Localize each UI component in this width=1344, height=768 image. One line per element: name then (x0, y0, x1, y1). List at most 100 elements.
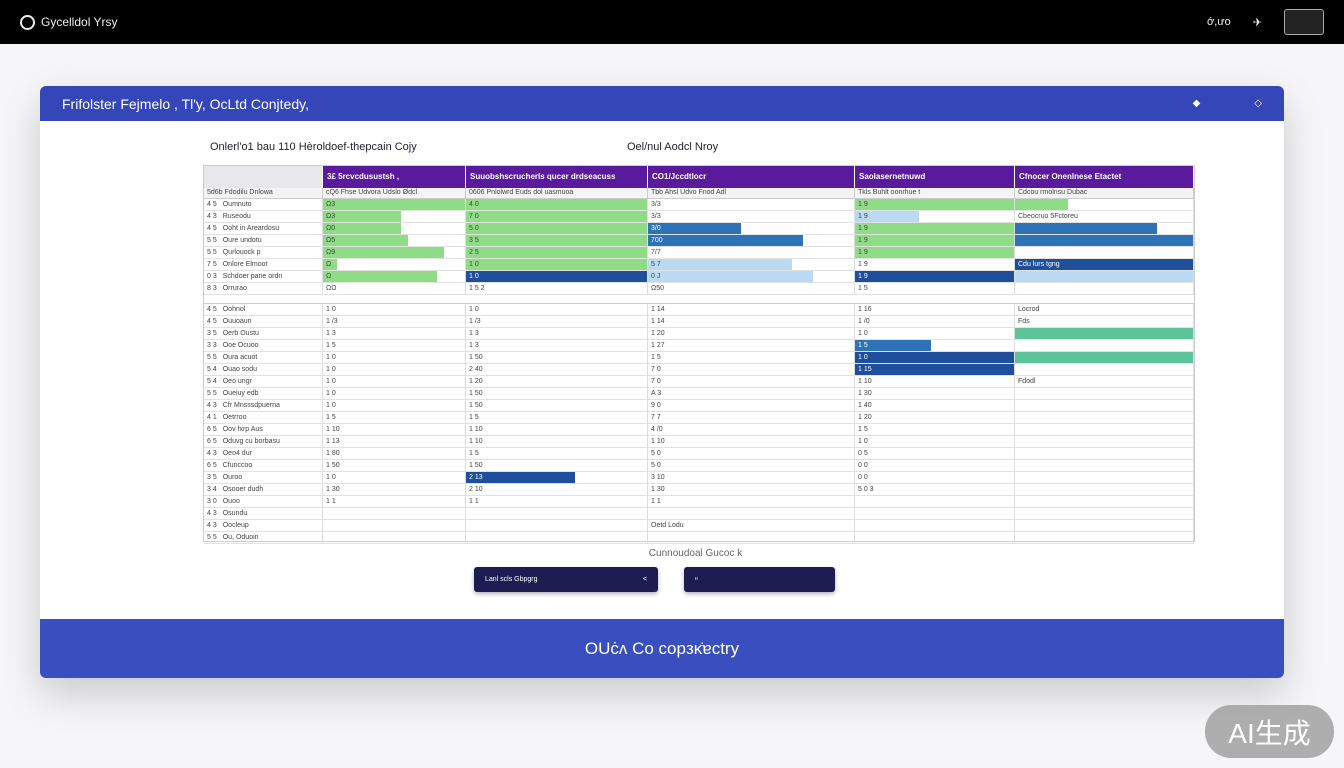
table-row[interactable]: 6 5 Oov fxrp Aus 1 10 1 10 4 /0 1 5 (204, 424, 1194, 436)
row-label-cell: 3 5 Ouroo (204, 472, 323, 483)
value-cell: 1 0 (323, 376, 466, 387)
value-cell: 1 0 (855, 436, 1015, 447)
cell-value: 1 5 2 (469, 285, 485, 292)
cell-value: Ω3 (326, 213, 336, 220)
value-cell: 0 0 (855, 460, 1015, 471)
value-cell (1015, 364, 1194, 375)
cell-value: 1 5 (858, 426, 868, 433)
table-row[interactable]: 3 3 Ooe Ocuoo 1 5 1 3 1 27 1 5 (204, 340, 1194, 352)
value-cell: 2 10 (466, 484, 648, 495)
fill-bar (855, 340, 932, 351)
table-row[interactable]: 8 3 Orrurao ΩΩ 1 5 2 Ω50 1 5 (204, 283, 1194, 295)
table-row[interactable]: 4 5 Oumnuto Ω3 4 0 3/3 1 9 (204, 199, 1194, 211)
cell-value: 7 0 (651, 366, 661, 373)
value-cell: 3/3 (648, 199, 855, 210)
expand-icon[interactable]: ◇ (1254, 98, 1262, 109)
table-row[interactable]: 4 3 Ruseodu Ω3 7 0 3/3 1 9 Cbeocruo 5Fctoreu (204, 211, 1194, 223)
table-row[interactable]: 0 3 Schdoer pane ordn Ω 1 0 0 J 1 9 (204, 271, 1194, 283)
table-row[interactable]: 3 0 Ouoo 1 1 1 1 1 1 (204, 496, 1194, 508)
table-row[interactable]: 5 5 Qurlouock p Ω9 2 5 7/7 1 9 (204, 247, 1194, 259)
table-row[interactable]: 4 3 Osundu (204, 508, 1194, 520)
table-row[interactable]: 7 5 Onlore Elmoot Ω 1 0 5 7 1 9 Cdu lurs tgng (204, 259, 1194, 271)
value-cell (855, 496, 1015, 507)
primary-button[interactable]: Lanl scls Gbpgrg < (474, 567, 658, 592)
table-row[interactable]: 5 5 Oure undotu Ω5 3 5 700 1 9 (204, 235, 1194, 247)
cell-value: 1 50 (326, 462, 340, 469)
bottom-block: 4 5 Oohnol 1 0 1 0 1 14 1 16 Locrod 4 5 Ouuoaun 1… (204, 304, 1194, 544)
table-row[interactable]: 3 5 Ouroo 1 0 2 13 3 10 0 0 (204, 472, 1194, 484)
table-row[interactable]: 5 4 Oeo ungr 1 0 1 20 7 0 1 10 Fdodl (204, 376, 1194, 388)
row-label-cell: 6 5 Oov fxrp Aus (204, 424, 323, 435)
table-row[interactable]: 4 3 Cfr Mnsssdpuerna 1 0 1 50 9 0 1 40 (204, 400, 1194, 412)
row-number: 4 5 (207, 225, 217, 232)
table-row[interactable]: 4 3 Oeo4 dur 1 80 1 5 5 0 0 5 (204, 448, 1194, 460)
table-row[interactable]: 3 4 Osooer dudh 1 30 2 10 1 30 5 0 3 (204, 484, 1194, 496)
value-cell: 0 5 (855, 448, 1015, 459)
main-card: Frifolster Fejmelo , Tl'y, OcLtd Conjted… (40, 86, 1284, 678)
row-label: Ouroo (222, 474, 243, 481)
row-number: 3 4 (207, 486, 217, 493)
cell-value: 1 10 (469, 438, 483, 445)
group-header: Suuobshscrucherls qucer drdseacuss (466, 166, 648, 188)
cell-value: 700 (651, 237, 663, 244)
fill-bar (323, 235, 409, 246)
cell-value: Locrod (1018, 306, 1040, 313)
value-cell (1015, 496, 1194, 507)
row-label: Ouao sodu (222, 366, 257, 373)
cell-value (1015, 285, 1021, 292)
row-label: Ooht in Areardosu (222, 225, 280, 232)
row-number: 4 3 (207, 450, 217, 457)
fill-bar (855, 352, 1014, 363)
avatar[interactable] (1284, 9, 1324, 35)
value-cell: 1 3 (466, 328, 648, 339)
row-label: Oov fxrp Aus (222, 426, 263, 433)
cell-value (1015, 438, 1021, 445)
secondary-button[interactable]: ᐦ (684, 567, 835, 592)
table-row[interactable]: 4 5 Oohnol 1 0 1 0 1 14 1 16 Locrod (204, 304, 1194, 316)
cell-value: 1 10 (651, 438, 665, 445)
row-number: 5 5 (207, 237, 217, 244)
value-cell (1015, 472, 1194, 483)
table-row[interactable]: 6 5 Cfunccoo 1 50 1 50 5 0 0 0 (204, 460, 1194, 472)
value-cell: 1 0 (855, 352, 1015, 363)
table-row[interactable]: 3 5 Oerb Oustu 1 3 1 3 1 20 1 0 (204, 328, 1194, 340)
cell-value: 1 9 (858, 261, 868, 268)
table-row[interactable]: 4 1 Oetrroo 1 5 1 5 7 7 1 20 (204, 412, 1194, 424)
row-number: 4 5 (207, 201, 217, 208)
value-cell: 1 10 (466, 436, 648, 447)
pin-icon[interactable]: ✈ (1252, 16, 1262, 29)
row-label: Osundu (222, 510, 248, 517)
table-row[interactable]: 4 5 Ooht in Areardosu Ω0 5 0 3/0 1 9 (204, 223, 1194, 235)
fill-bar (466, 259, 647, 270)
fill-bar (323, 199, 465, 210)
table-row[interactable]: 5 5 Oura acuot 1 0 1 50 1 5 1 0 (204, 352, 1194, 364)
value-cell: 700 (648, 235, 855, 246)
cell-value: 1 0 (326, 366, 336, 373)
cell-value: Ω5 (326, 237, 336, 244)
cell-value (466, 522, 472, 529)
row-label-cell: 6 5 Oduvg cu borbasu (204, 436, 323, 447)
cell-value: 1 9 (858, 213, 868, 220)
table-row[interactable]: 5 4 Ouao sodu 1 0 2 40 7 0 1 15 (204, 364, 1194, 376)
fill-bar (323, 259, 338, 270)
value-cell: 1 0 (855, 328, 1015, 339)
table-row[interactable]: 4 3 Oocleup Oetd Lodu (204, 520, 1194, 532)
cell-value: 1 0 (326, 354, 336, 361)
diamond-icon[interactable]: ◆ (1192, 98, 1201, 109)
table-row[interactable]: 6 5 Oduvg cu borbasu 1 13 1 10 1 10 1 0 (204, 436, 1194, 448)
row-label: Ooe Ocuoo (222, 342, 259, 349)
value-cell: 1 9 (855, 271, 1015, 282)
row-label-cell: 4 3 Osundu (204, 508, 323, 519)
footer-bar[interactable]: OUċʌ Co copзκ̇ɐctry (40, 619, 1284, 678)
table-row[interactable]: 5 5 Oueiuy edb 1 0 1 50 A 3 1 30 (204, 388, 1194, 400)
table-row[interactable]: 5 5 Ou, Oduoin (204, 532, 1194, 544)
table-row[interactable]: 4 5 Ouuoaun 1 /3 1 /3 1 14 1 /0 Fds (204, 316, 1194, 328)
value-cell: 1 1 (323, 496, 466, 507)
account-text[interactable]: ớ,ưo (1207, 16, 1231, 28)
fill-bar (855, 271, 1014, 282)
value-cell: 0 J (648, 271, 855, 282)
value-cell: 1 30 (323, 484, 466, 495)
cell-value: 1 1 (651, 498, 661, 505)
value-cell (1015, 448, 1194, 459)
row-label: Cfr Mnsssdpuerna (222, 402, 280, 409)
